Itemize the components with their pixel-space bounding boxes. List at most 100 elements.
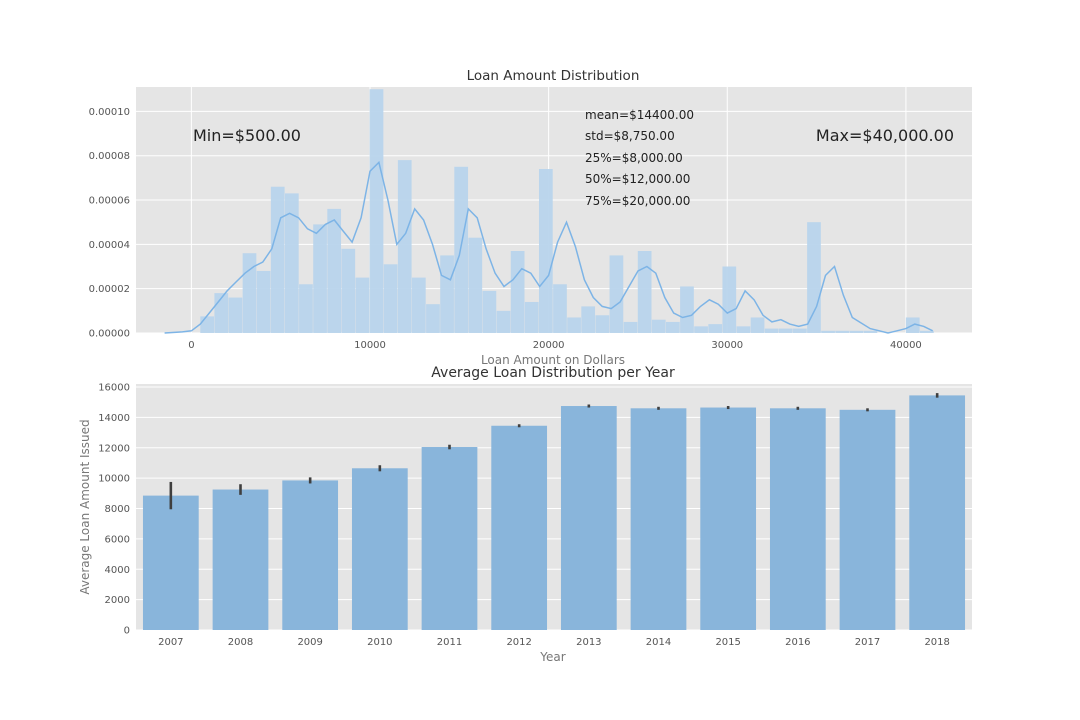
x-tick-label: 20000 <box>533 340 565 351</box>
x-tick-label: 2014 <box>646 637 671 648</box>
histogram-bar <box>581 306 596 333</box>
y-tick-label: 8000 <box>105 504 130 515</box>
histogram-bar <box>835 330 850 333</box>
histogram-bar <box>651 319 666 333</box>
histogram-bar <box>228 297 243 333</box>
x-tick-label: 2009 <box>297 637 322 648</box>
histogram-bar <box>708 324 723 333</box>
histogram-bar <box>666 321 680 333</box>
histogram-bar <box>807 222 821 333</box>
x-tick-label: 0 <box>188 340 194 351</box>
y-tick-label: 12000 <box>98 443 130 454</box>
histogram-bar <box>694 326 708 333</box>
histogram-bar <box>299 284 313 333</box>
yearly-error-bars <box>169 393 939 510</box>
bar-2013 <box>560 406 617 630</box>
histogram-bar <box>468 237 483 333</box>
histogram-bar <box>200 316 215 333</box>
stat-75: 75%=$20,000.00 <box>585 194 690 208</box>
distribution-x-ticks: 0 10000 20000 30000 40000 <box>188 340 922 351</box>
y-tick-label: 0 <box>124 626 130 637</box>
bar-2015 <box>700 407 757 630</box>
stat-mean: mean=$14400.00 <box>585 108 694 122</box>
x-tick-label: 2008 <box>228 637 253 648</box>
histogram-bar <box>863 330 878 333</box>
y-tick-label: 0.00000 <box>89 329 130 340</box>
bar-2007 <box>142 495 199 630</box>
histogram-bar <box>553 284 567 333</box>
histogram-bar <box>411 277 426 333</box>
histogram-bar <box>383 264 398 333</box>
yearly-y-ticks: 0 2000 4000 6000 8000 10000 12000 14000 16000 <box>98 383 130 637</box>
histogram-bar <box>821 330 835 333</box>
histogram-bar <box>426 304 440 333</box>
bar-2014 <box>630 408 687 630</box>
yearly-y-label: Average Loan Amount Issued <box>78 419 92 594</box>
y-tick-label: 0.00002 <box>89 284 130 295</box>
y-tick-label: 0.00004 <box>89 240 130 251</box>
histogram-bar <box>567 317 581 333</box>
stats-annotations: mean=$14400.00 std=$8,750.00 25%=$8,000.… <box>585 108 694 208</box>
y-tick-label: 4000 <box>105 565 130 576</box>
bar-2011 <box>421 447 478 630</box>
stat-std: std=$8,750.00 <box>585 129 675 143</box>
histogram-bar <box>440 255 454 333</box>
x-tick-label: 30000 <box>711 340 743 351</box>
histogram-bar <box>524 301 539 333</box>
x-tick-label: 2016 <box>785 637 810 648</box>
x-tick-label: 2013 <box>576 637 601 648</box>
max-annotation: Max=$40,000.00 <box>816 126 954 145</box>
histogram-bar <box>327 208 342 333</box>
histogram-bar <box>722 266 737 333</box>
bar-2017 <box>839 409 896 630</box>
bar-2010 <box>351 468 408 630</box>
histogram-bar <box>595 315 610 333</box>
x-tick-label: 2011 <box>437 637 462 648</box>
kde-curve-group <box>164 160 934 334</box>
bar-2008 <box>212 489 269 630</box>
yearly-grid <box>136 386 972 631</box>
histogram-bar <box>764 328 779 333</box>
x-tick-label: 2018 <box>924 637 949 648</box>
bar-2018 <box>909 395 966 630</box>
histogram-bar <box>355 277 370 333</box>
histogram-bar <box>538 169 553 333</box>
y-tick-label: 10000 <box>98 474 130 485</box>
histogram-bar <box>609 255 624 333</box>
histogram-bar <box>397 160 412 333</box>
bar-2012 <box>491 425 548 630</box>
distribution-y-ticks: 0.00000 0.00002 0.00004 0.00006 0.00008 0.000… <box>89 107 130 340</box>
histogram-bar <box>341 248 356 333</box>
y-tick-label: 14000 <box>98 413 130 424</box>
yearly-plot-area <box>136 384 972 630</box>
yearly-bars <box>142 395 966 630</box>
histogram-bar <box>369 89 384 333</box>
x-tick-label: 2017 <box>855 637 880 648</box>
histogram-bar <box>510 251 525 333</box>
x-tick-label: 2007 <box>158 637 183 648</box>
x-tick-label: 2012 <box>506 637 531 648</box>
histogram-bar <box>496 310 511 333</box>
yearly-title: Average Loan Distribution per Year <box>431 365 675 381</box>
distribution-chart: 0 10000 20000 30000 40000 0.00000 0.00002 0.00… <box>89 68 972 367</box>
x-tick-label: 10000 <box>354 340 386 351</box>
histogram-bar <box>680 286 694 333</box>
histogram-bar <box>778 328 793 333</box>
histogram-bar <box>313 224 327 333</box>
distribution-title: Loan Amount Distribution <box>467 68 640 84</box>
histogram-bar <box>920 330 934 333</box>
yearly-x-label: Year <box>539 650 565 664</box>
yearly-average-chart: 2007 2008 2009 2010 2011 2012 2013 2014 2015 2016… <box>78 365 972 664</box>
histogram-bar <box>637 251 652 333</box>
bar-2009 <box>282 480 339 630</box>
x-tick-label: 2015 <box>715 637 740 648</box>
x-tick-label: 40000 <box>890 340 922 351</box>
y-tick-label: 0.00008 <box>89 151 130 162</box>
y-tick-label: 2000 <box>105 595 130 606</box>
y-tick-label: 6000 <box>105 534 130 545</box>
histogram-bar <box>482 290 497 333</box>
stat-25: 25%=$8,000.00 <box>585 151 683 165</box>
histogram-bar <box>256 270 271 333</box>
bar-2016 <box>769 408 826 630</box>
